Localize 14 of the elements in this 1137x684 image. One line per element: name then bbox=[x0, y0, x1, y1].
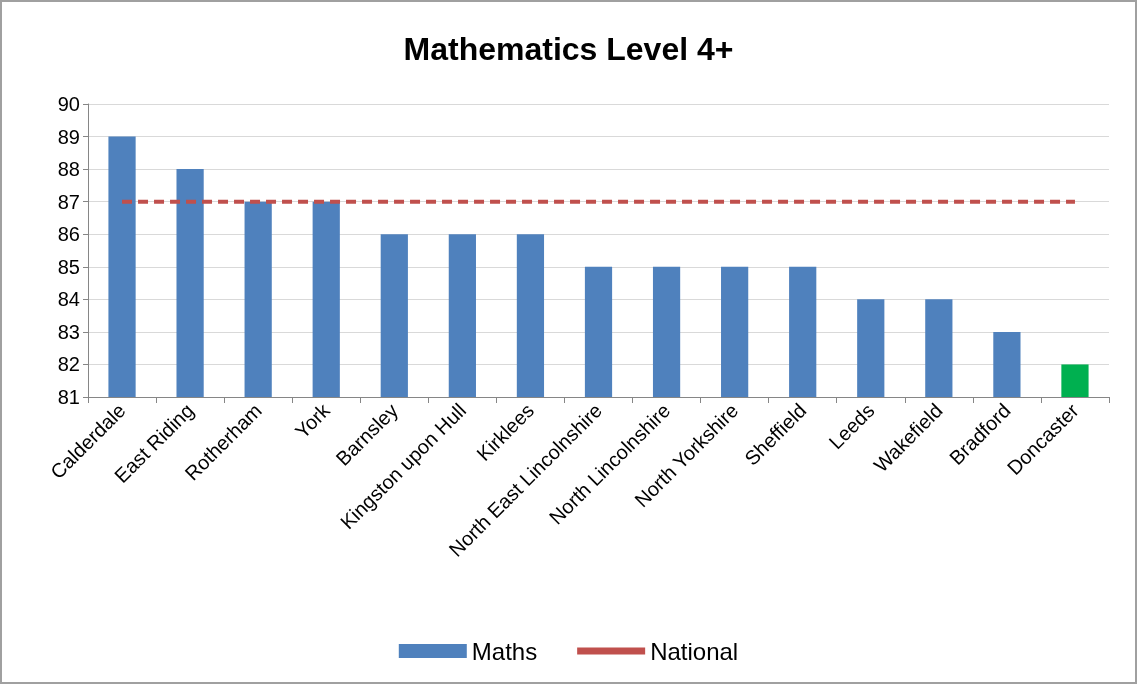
y-tick-label: 90 bbox=[57, 93, 80, 115]
y-tick-label: 82 bbox=[57, 353, 80, 376]
y-tick-label: 83 bbox=[57, 320, 80, 343]
x-tick-label: York bbox=[290, 398, 335, 443]
legend-label: Maths bbox=[471, 637, 538, 665]
y-tick-label: 89 bbox=[57, 125, 80, 148]
y-tick-label: 87 bbox=[57, 190, 80, 213]
y-tick-label: 88 bbox=[57, 158, 80, 181]
y-tick-label: 86 bbox=[57, 223, 80, 246]
chart-title: Mathematics Level 4+ bbox=[403, 31, 734, 67]
y-tick-label: 81 bbox=[57, 386, 80, 408]
y-tick-label: 85 bbox=[57, 255, 80, 278]
legend-label: National bbox=[650, 637, 739, 665]
y-tick-label: 84 bbox=[57, 288, 80, 311]
